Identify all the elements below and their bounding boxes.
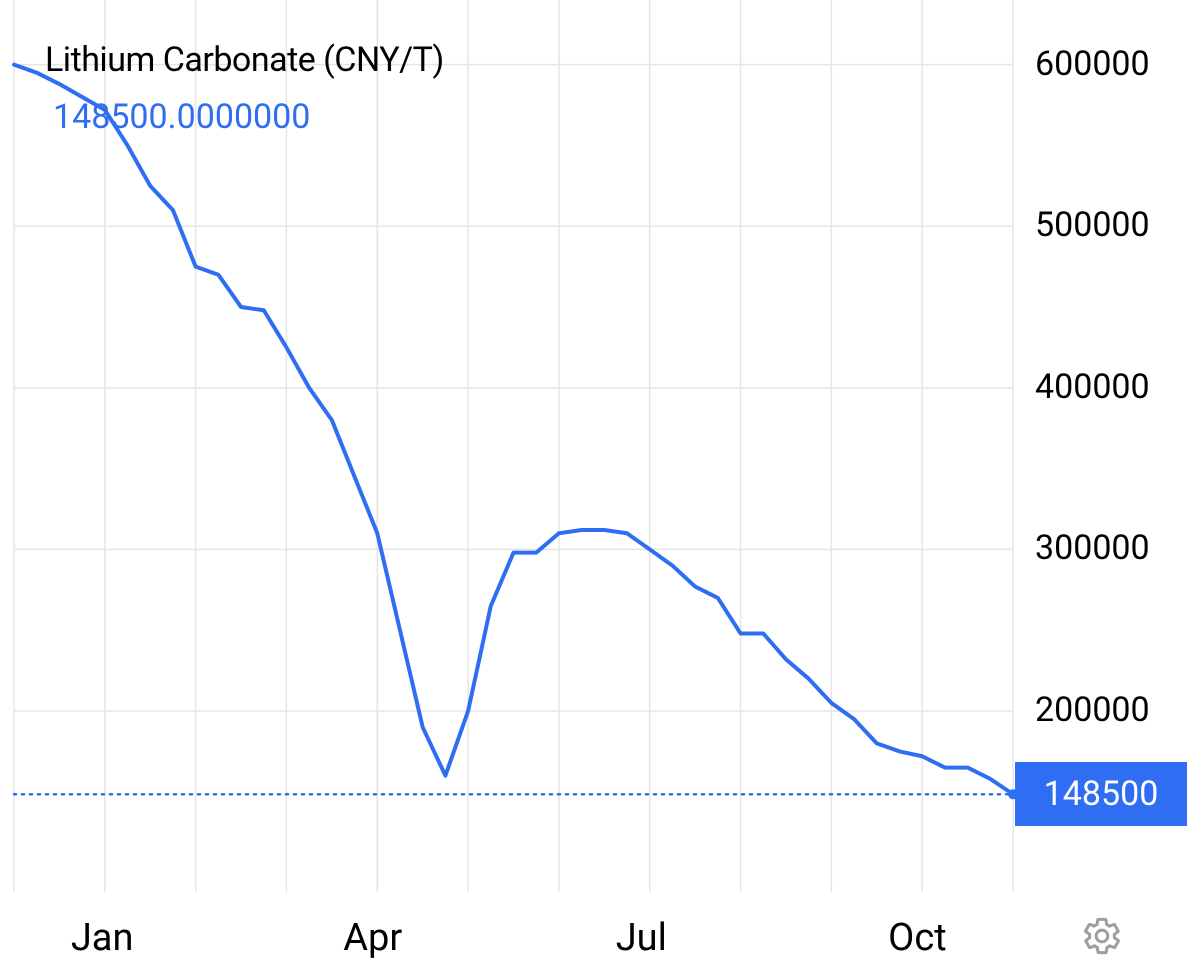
- x-tick-label: Oct: [888, 916, 946, 960]
- y-tick-label: 200000: [1035, 690, 1150, 730]
- price-tag-value: 148500: [1044, 774, 1159, 814]
- settings-button[interactable]: [1082, 916, 1122, 960]
- x-tick-label: Jan: [71, 916, 134, 960]
- y-tick-label: 400000: [1035, 367, 1150, 407]
- y-tick-label: 500000: [1035, 205, 1150, 245]
- x-tick-label: Jul: [616, 916, 667, 960]
- price-tag: 148500: [1015, 762, 1187, 826]
- gear-icon: [1082, 916, 1122, 956]
- y-tick-label: 300000: [1035, 528, 1150, 568]
- x-tick-label: Apr: [343, 916, 402, 960]
- current-value-label: 148500.0000000: [53, 97, 310, 137]
- price-chart: Lithium Carbonate (CNY/T) 148500.0000000…: [0, 0, 1188, 978]
- price-line: [14, 65, 1013, 795]
- chart-title: Lithium Carbonate (CNY/T): [45, 40, 444, 80]
- y-tick-label: 600000: [1035, 44, 1150, 84]
